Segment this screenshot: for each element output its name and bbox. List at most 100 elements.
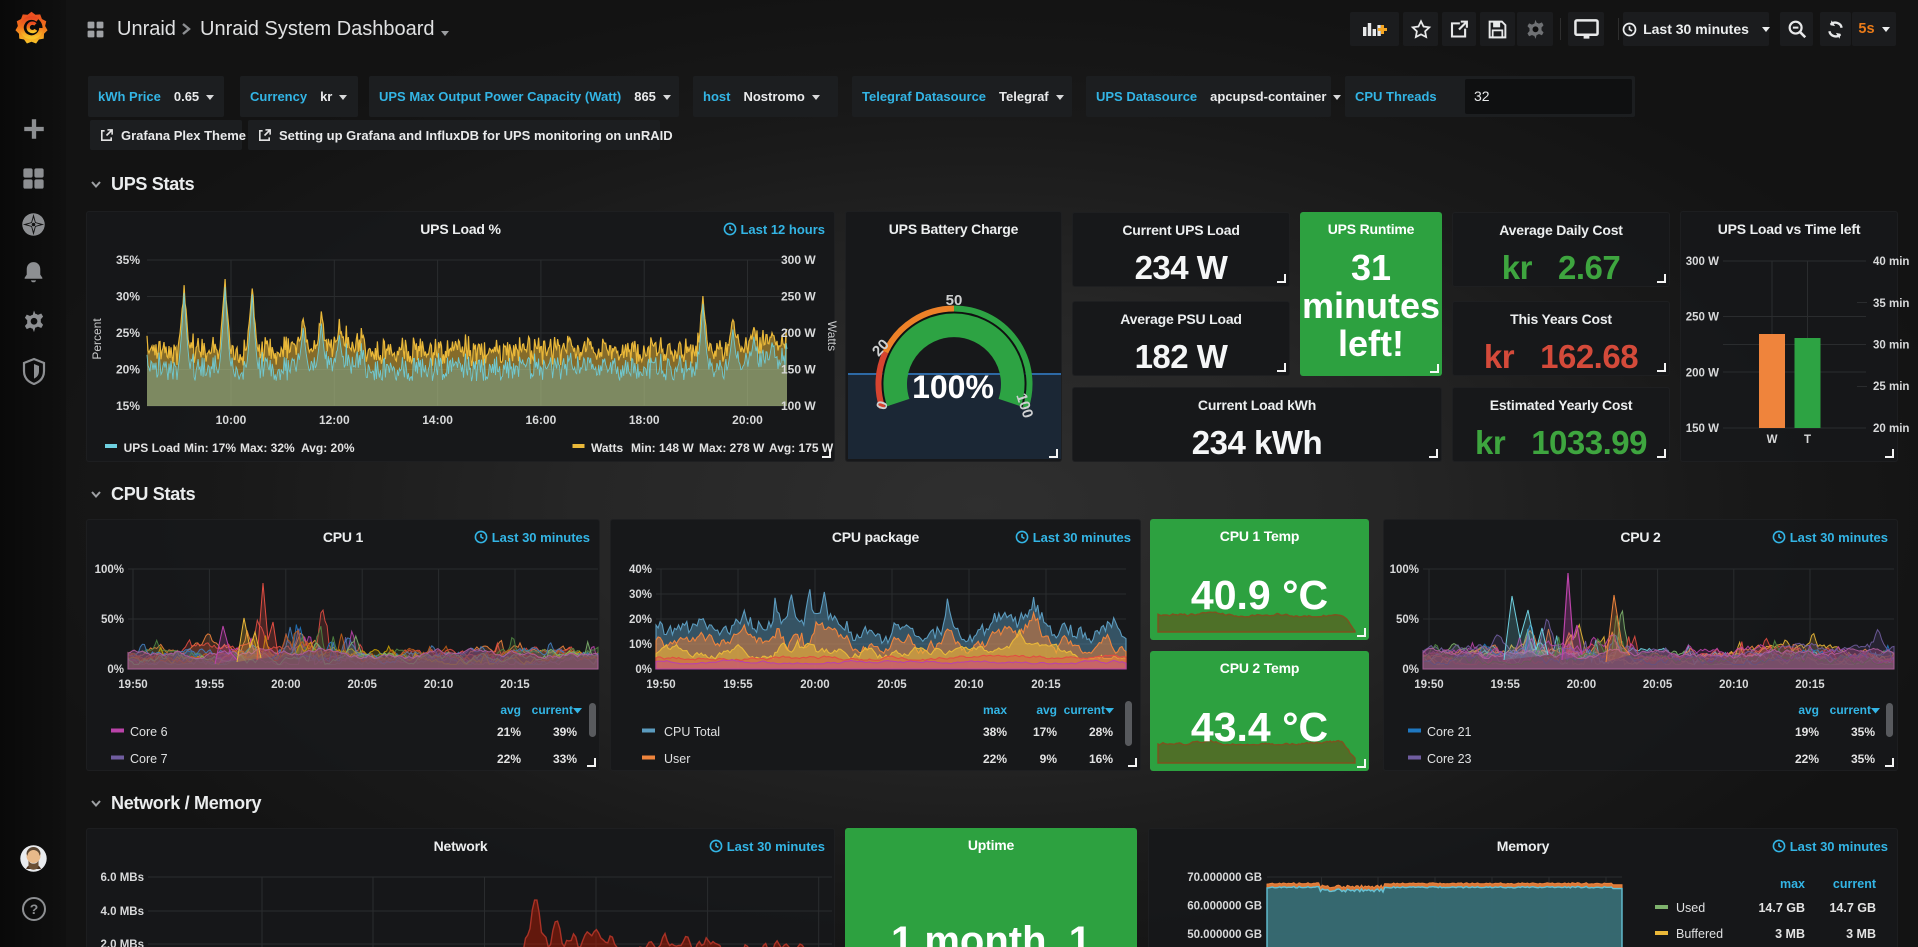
svg-text:Core 6: Core 6 [130, 725, 168, 739]
svg-text:Core 7: Core 7 [130, 752, 168, 766]
svg-text:17%: 17% [1033, 725, 1057, 739]
svg-text:20:15: 20:15 [1795, 679, 1825, 691]
svg-text:100%: 100% [95, 564, 124, 576]
svg-text:User: User [664, 752, 690, 766]
svg-text:Used: Used [1676, 901, 1705, 915]
svg-text:6.0 MBs: 6.0 MBs [101, 872, 144, 884]
svg-text:15%: 15% [116, 399, 140, 413]
svg-text:35%: 35% [116, 253, 140, 267]
svg-text:W: W [1767, 434, 1778, 446]
svg-text:250 W: 250 W [1686, 312, 1719, 324]
svg-text:40%: 40% [629, 564, 652, 576]
svg-text:Max: 32%: Max: 32% [240, 441, 295, 455]
svg-text:19:55: 19:55 [723, 679, 753, 691]
svg-text:100%: 100% [912, 369, 994, 405]
svg-text:4.0 MBs: 4.0 MBs [101, 906, 144, 918]
svg-text:60.000000 GB: 60.000000 GB [1187, 900, 1262, 912]
svg-text:39%: 39% [553, 725, 577, 739]
svg-text:300 W: 300 W [781, 253, 816, 267]
svg-text:current: current [1833, 877, 1877, 891]
svg-text:19:50: 19:50 [1414, 679, 1443, 691]
svg-text:20:15: 20:15 [1031, 679, 1061, 691]
svg-text:35%: 35% [1851, 752, 1875, 766]
svg-text:28%: 28% [1089, 725, 1113, 739]
svg-text:20%: 20% [629, 614, 652, 626]
svg-text:20:15: 20:15 [500, 679, 530, 691]
svg-text:avg: avg [1036, 703, 1057, 717]
svg-text:avg: avg [1798, 703, 1819, 717]
svg-text:33%: 33% [553, 752, 577, 766]
svg-text:50.000000 GB: 50.000000 GB [1187, 929, 1262, 941]
svg-text:25%: 25% [116, 326, 140, 340]
svg-text:50%: 50% [1396, 614, 1419, 626]
svg-text:20:05: 20:05 [1643, 679, 1673, 691]
svg-text:20:05: 20:05 [347, 679, 377, 691]
svg-text:30%: 30% [629, 589, 652, 601]
svg-text:19:50: 19:50 [118, 679, 147, 691]
svg-text:current: current [532, 703, 573, 717]
svg-text:20:05: 20:05 [877, 679, 907, 691]
svg-text:35%: 35% [1851, 725, 1875, 739]
svg-text:40 min: 40 min [1873, 256, 1909, 268]
svg-text:14.7 GB: 14.7 GB [1829, 901, 1876, 915]
svg-text:Avg: 20%: Avg: 20% [301, 441, 355, 455]
svg-text:14.7 GB: 14.7 GB [1758, 901, 1805, 915]
svg-text:avg: avg [500, 703, 521, 717]
svg-text:25 min: 25 min [1873, 381, 1909, 393]
svg-text:3 MB: 3 MB [1846, 927, 1876, 941]
svg-text:0%: 0% [1402, 664, 1419, 676]
svg-text:?: ? [30, 901, 39, 917]
svg-text:22%: 22% [983, 752, 1007, 766]
svg-text:10%: 10% [629, 639, 652, 651]
svg-text:10:00: 10:00 [216, 413, 247, 427]
svg-text:20:00: 20:00 [1567, 679, 1596, 691]
svg-text:38%: 38% [983, 725, 1007, 739]
svg-text:20 min: 20 min [1873, 423, 1909, 435]
svg-text:14:00: 14:00 [422, 413, 453, 427]
svg-text:100%: 100% [1390, 564, 1419, 576]
svg-text:3 MB: 3 MB [1775, 927, 1805, 941]
svg-text:70.000000 GB: 70.000000 GB [1187, 872, 1262, 884]
svg-text:21%: 21% [497, 725, 521, 739]
svg-text:Watts: Watts [591, 441, 624, 455]
svg-text:CPU Total: CPU Total [664, 725, 720, 739]
svg-text:current: current [1830, 703, 1871, 717]
svg-text:current: current [1064, 703, 1105, 717]
svg-text:100: 100 [1012, 391, 1036, 420]
svg-text:150 W: 150 W [1686, 423, 1719, 435]
svg-text:Min: 148 W: Min: 148 W [631, 441, 694, 455]
svg-text:19:50: 19:50 [646, 679, 675, 691]
svg-text:18:00: 18:00 [629, 413, 660, 427]
svg-text:T: T [1804, 434, 1811, 446]
svg-text:250 W: 250 W [781, 290, 816, 304]
svg-text:max: max [1780, 877, 1805, 891]
svg-text:300 W: 300 W [1686, 256, 1719, 268]
svg-text:50: 50 [946, 292, 963, 309]
svg-text:max: max [983, 703, 1007, 717]
svg-text:50%: 50% [101, 614, 124, 626]
svg-text:22%: 22% [497, 752, 521, 766]
svg-text:2.0 MBs: 2.0 MBs [101, 939, 144, 947]
svg-text:35 min: 35 min [1873, 298, 1909, 310]
svg-text:16:00: 16:00 [526, 413, 557, 427]
svg-text:Core 21: Core 21 [1427, 725, 1472, 739]
svg-text:0%: 0% [635, 664, 652, 676]
svg-text:30%: 30% [116, 290, 140, 304]
svg-text:9%: 9% [1040, 752, 1058, 766]
svg-text:12:00: 12:00 [319, 413, 350, 427]
svg-text:20:10: 20:10 [954, 679, 983, 691]
svg-text:Buffered: Buffered [1676, 927, 1723, 941]
svg-text:20:00: 20:00 [271, 679, 300, 691]
svg-text:19:55: 19:55 [1490, 679, 1520, 691]
svg-text:100 W: 100 W [781, 399, 816, 413]
svg-text:20:10: 20:10 [1719, 679, 1748, 691]
svg-text:150 W: 150 W [781, 363, 816, 377]
svg-text:20:00: 20:00 [732, 413, 763, 427]
svg-text:16%: 16% [1089, 752, 1113, 766]
svg-text:Watts: Watts [825, 321, 839, 351]
svg-text:19%: 19% [1795, 725, 1819, 739]
svg-text:20%: 20% [116, 363, 140, 377]
svg-text:20:00: 20:00 [800, 679, 829, 691]
svg-text:200 W: 200 W [1686, 367, 1719, 379]
svg-text:20:10: 20:10 [424, 679, 453, 691]
